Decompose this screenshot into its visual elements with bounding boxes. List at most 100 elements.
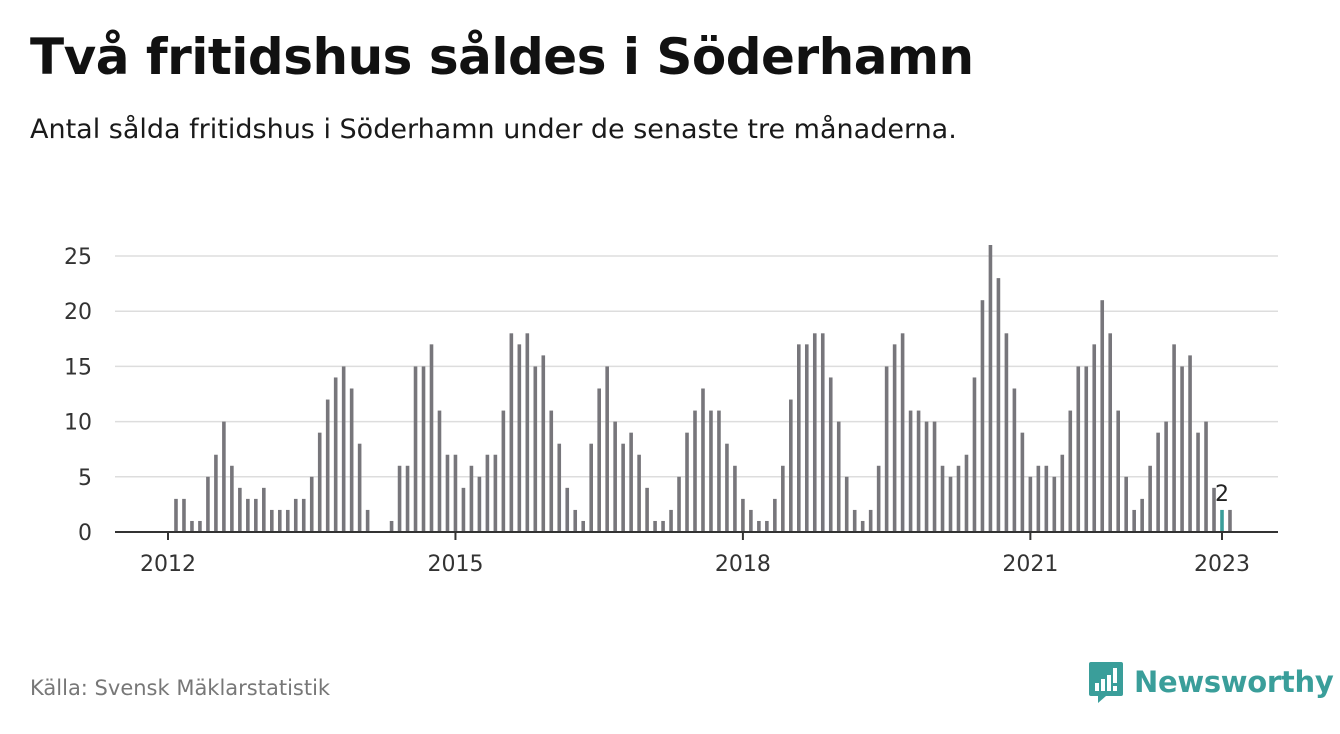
bar <box>757 520 761 532</box>
bar <box>1076 366 1081 532</box>
bar <box>309 476 314 532</box>
bar <box>1004 333 1009 532</box>
bar <box>317 432 322 532</box>
bar <box>725 443 729 532</box>
brand-name: Newsworthy <box>1134 665 1334 699</box>
y-tick-label: 0 <box>78 521 92 546</box>
bar <box>1012 388 1017 532</box>
bar <box>1180 366 1184 532</box>
bar <box>1052 476 1057 532</box>
bar <box>1100 300 1105 532</box>
bar <box>1212 487 1216 532</box>
bar <box>812 333 817 532</box>
bar <box>797 344 801 532</box>
bar <box>437 410 442 532</box>
bar <box>357 443 362 532</box>
bar <box>1132 509 1136 532</box>
bar <box>421 366 426 532</box>
bar <box>1156 432 1160 532</box>
bar <box>461 487 466 532</box>
bar <box>301 498 306 532</box>
bar <box>892 344 897 532</box>
bar <box>1204 421 1208 532</box>
y-tick-label: 25 <box>64 245 92 270</box>
bar <box>980 300 985 532</box>
bar <box>429 344 434 532</box>
bar <box>549 410 554 532</box>
bar <box>190 520 194 532</box>
bar <box>749 509 753 532</box>
bar <box>597 388 601 532</box>
bar <box>517 344 522 532</box>
bar <box>972 377 977 532</box>
bar <box>230 465 234 532</box>
bar <box>501 410 506 532</box>
bar <box>1196 432 1200 532</box>
bar <box>1140 498 1144 532</box>
bar <box>581 520 586 532</box>
bar <box>956 465 961 532</box>
bar <box>1020 432 1025 532</box>
bar <box>621 443 625 532</box>
bar <box>174 498 178 532</box>
bar <box>182 498 186 532</box>
bar <box>589 443 593 532</box>
x-tick-label: 2021 <box>1002 552 1058 577</box>
bar <box>820 333 825 532</box>
bar <box>1148 465 1152 532</box>
bar <box>1116 410 1120 532</box>
bar <box>1028 476 1033 532</box>
bar <box>868 509 873 532</box>
bar <box>565 487 570 532</box>
bar <box>214 454 218 532</box>
bar <box>1060 454 1065 532</box>
bar <box>685 432 689 532</box>
bar <box>1108 333 1113 532</box>
bar <box>852 509 857 532</box>
bar <box>940 465 945 532</box>
x-tick-label: 2012 <box>140 552 196 577</box>
highlighted-bar <box>1220 509 1224 532</box>
bar <box>206 476 210 532</box>
newsworthy-logo-icon <box>1089 662 1123 703</box>
bar <box>254 498 258 532</box>
bar <box>605 366 609 532</box>
bar <box>645 487 649 532</box>
bar <box>277 509 282 532</box>
bar <box>1092 344 1097 532</box>
bar <box>908 410 913 532</box>
bar <box>246 498 250 532</box>
bar <box>341 366 346 532</box>
bar <box>693 410 697 532</box>
y-tick-label: 5 <box>78 466 92 491</box>
bar <box>860 520 865 532</box>
bar <box>1188 355 1192 532</box>
bar <box>365 509 370 532</box>
bar <box>525 333 530 532</box>
data-label: 2 <box>1215 482 1229 507</box>
brand-logo: Newsworthy <box>1088 660 1334 704</box>
bar <box>389 520 394 532</box>
bar <box>924 421 929 532</box>
bar <box>677 476 681 532</box>
bar <box>262 487 266 532</box>
bar <box>413 366 418 532</box>
bar <box>789 399 793 532</box>
bar <box>509 333 514 532</box>
bar <box>333 377 338 532</box>
bar <box>1036 465 1041 532</box>
bar <box>876 465 881 532</box>
bar <box>557 443 562 532</box>
bar <box>884 366 889 532</box>
bar <box>270 509 274 532</box>
x-tick-label: 2015 <box>427 552 483 577</box>
bar <box>1044 465 1049 532</box>
bar <box>445 454 450 532</box>
bar <box>916 410 921 532</box>
bar <box>222 421 226 532</box>
bar <box>1164 421 1168 532</box>
bar <box>198 520 202 532</box>
bar <box>709 410 713 532</box>
bar <box>701 388 705 532</box>
